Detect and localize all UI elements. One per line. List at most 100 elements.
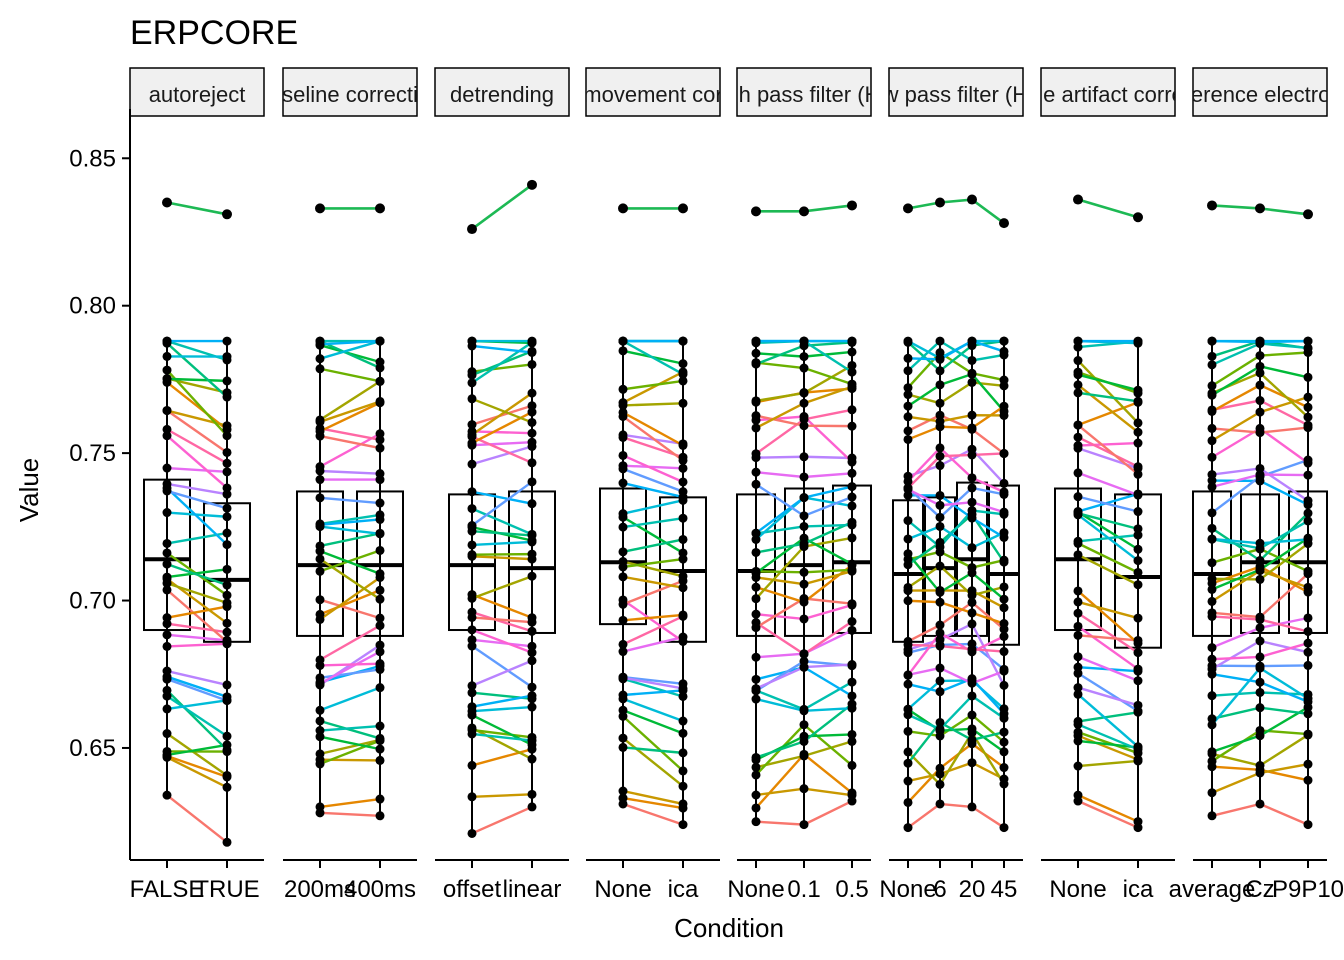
data-point <box>935 443 945 453</box>
data-point <box>751 803 761 813</box>
facet-strip-label: detrending <box>450 82 554 107</box>
data-point <box>935 779 945 789</box>
data-point <box>799 398 809 408</box>
series-line <box>1077 510 1139 551</box>
data-point <box>527 388 537 398</box>
data-point <box>1133 613 1143 623</box>
series-line <box>622 746 684 755</box>
data-point <box>1255 470 1265 480</box>
data-point <box>1073 336 1083 346</box>
data-point <box>1207 336 1217 346</box>
data-point <box>222 528 232 538</box>
data-point <box>1073 608 1083 618</box>
outlier-point <box>967 194 977 205</box>
data-point <box>903 758 913 768</box>
data-point <box>618 522 628 532</box>
series-line <box>471 645 533 689</box>
data-point <box>467 420 477 430</box>
data-point <box>1255 337 1265 347</box>
data-point <box>999 449 1009 459</box>
data-point <box>162 630 172 640</box>
data-point <box>618 478 628 488</box>
data-point <box>1255 703 1265 713</box>
series-line <box>319 797 381 809</box>
data-point <box>967 513 977 523</box>
series-line <box>166 582 228 605</box>
series-line <box>1077 711 1139 723</box>
x-tick-label: TRUE <box>194 876 259 903</box>
data-point <box>935 451 945 461</box>
facet-panel: muscle artifact correction None ica <box>1040 67 1176 903</box>
data-point <box>903 434 913 444</box>
data-point <box>527 789 537 799</box>
data-point <box>618 733 628 743</box>
data-point <box>847 617 857 627</box>
facet-strip <box>585 67 721 117</box>
data-point <box>935 490 945 500</box>
data-point <box>162 508 172 518</box>
data-point <box>847 492 857 502</box>
data-point <box>315 554 325 564</box>
series-line <box>907 446 1005 494</box>
data-point <box>967 377 977 387</box>
series-line <box>907 413 1005 423</box>
data-point <box>1207 390 1217 400</box>
data-point <box>999 647 1009 657</box>
series-line <box>622 402 684 407</box>
data-point <box>1073 356 1083 366</box>
data-point <box>751 594 761 604</box>
data-point <box>162 406 172 416</box>
data-point <box>903 670 913 680</box>
series-line <box>1077 625 1139 671</box>
data-point <box>1133 427 1143 437</box>
series-line <box>622 411 684 447</box>
data-point <box>999 375 1009 385</box>
data-point <box>751 752 761 762</box>
outlier-point <box>1303 209 1313 220</box>
series-line <box>1077 512 1139 531</box>
data-point <box>678 610 688 620</box>
outlier-point <box>799 206 809 217</box>
data-point <box>222 837 232 847</box>
outlier-point <box>999 218 1009 229</box>
series-line <box>166 642 228 648</box>
data-point <box>847 660 857 670</box>
data-point <box>935 676 945 686</box>
data-point <box>222 392 232 402</box>
series-line <box>166 669 228 687</box>
data-point <box>1133 817 1143 827</box>
series-line <box>166 622 228 634</box>
facet-strip-label: ocular movement correction <box>517 82 788 107</box>
series-line <box>319 532 381 548</box>
data-point <box>222 458 232 468</box>
data-point <box>162 704 172 714</box>
data-point <box>527 417 537 427</box>
data-point <box>1303 660 1313 670</box>
data-point <box>375 498 385 508</box>
data-point <box>222 564 232 574</box>
data-point <box>999 727 1009 737</box>
data-point <box>467 688 477 698</box>
data-point <box>222 782 232 792</box>
data-point <box>162 559 172 569</box>
data-point <box>222 467 232 477</box>
series-line <box>622 516 684 554</box>
data-point <box>799 567 809 577</box>
series-line <box>907 666 1005 685</box>
series-line <box>1077 672 1139 713</box>
data-point <box>935 398 945 408</box>
series-line <box>1077 799 1139 829</box>
data-point <box>935 542 945 552</box>
series-line <box>1077 401 1139 427</box>
data-point <box>618 742 628 752</box>
x-tick-label: None <box>727 876 784 903</box>
data-point <box>847 736 857 746</box>
data-point <box>315 705 325 715</box>
data-point <box>375 659 385 669</box>
data-point <box>1255 623 1265 633</box>
data-point <box>1255 368 1265 378</box>
facet-strip-label: reference electrode <box>1165 82 1344 107</box>
series-line <box>907 413 1005 455</box>
facet-strip <box>282 67 418 117</box>
series-line <box>622 370 684 404</box>
